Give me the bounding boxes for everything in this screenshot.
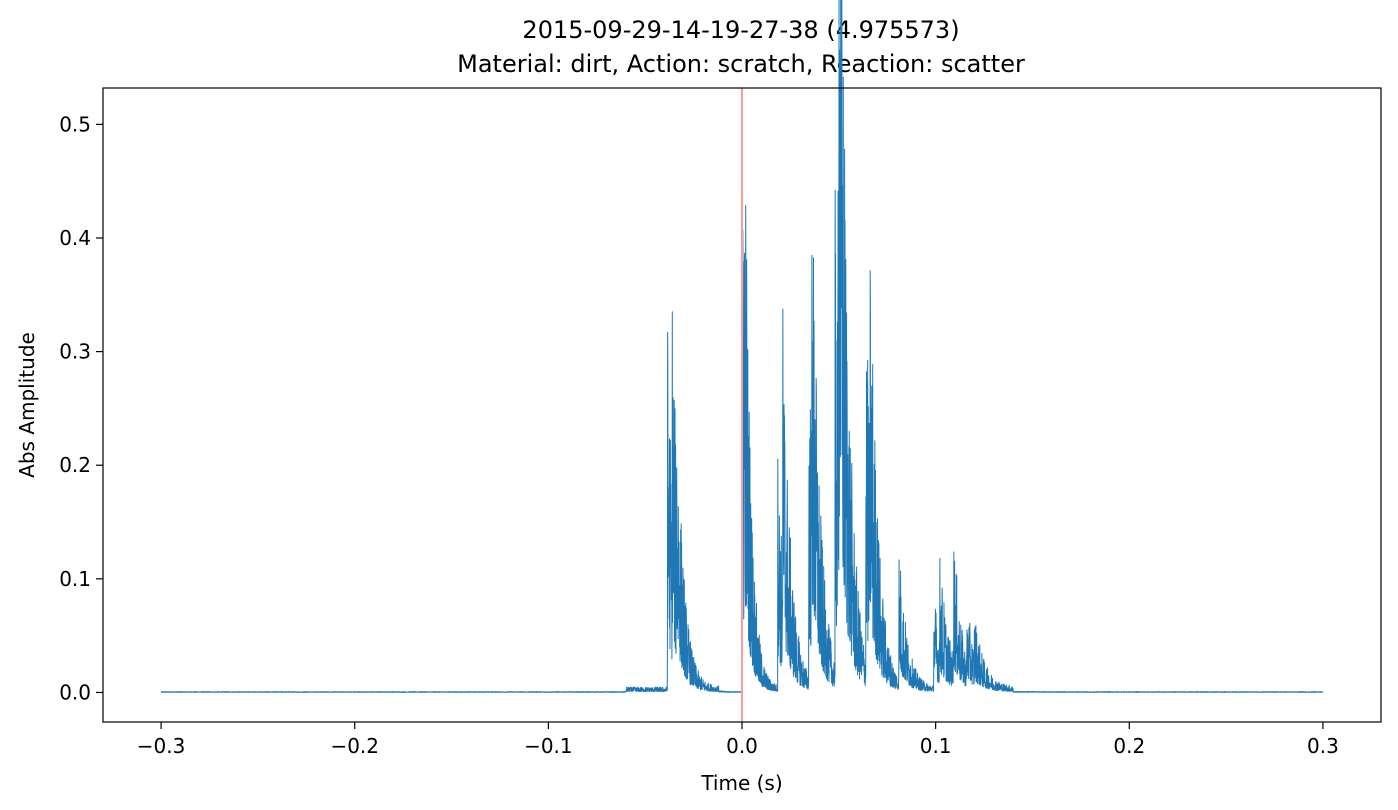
chart-subtitle: Material: dirt, Action: scratch, Reactio… <box>457 50 1025 78</box>
y-tick-label: 0.5 <box>59 112 91 136</box>
y-axis-label: Abs Amplitude <box>15 332 39 478</box>
y-tick-label: 0.2 <box>59 453 91 477</box>
x-tick-label: 0.1 <box>920 734 952 758</box>
y-tick-label: 0.0 <box>59 680 91 704</box>
plot-area <box>160 0 1324 722</box>
y-tick-label: 0.1 <box>59 567 91 591</box>
x-tick-label: −0.1 <box>524 734 573 758</box>
x-tick-label: 0.2 <box>1113 734 1145 758</box>
y-tick-label: 0.3 <box>59 340 91 364</box>
x-tick-label: 0.3 <box>1307 734 1339 758</box>
x-tick-label: −0.3 <box>137 734 186 758</box>
y-tick-label: 0.4 <box>59 226 91 250</box>
x-tick-label: 0.0 <box>726 734 758 758</box>
y-axis-ticks: 0.0 0.1 0.2 0.3 0.4 0.5 <box>59 112 103 704</box>
x-axis-ticks: −0.3 −0.2 −0.1 0.0 0.1 0.2 0.3 <box>137 722 1339 758</box>
x-axis-label: Time (s) <box>700 771 782 795</box>
chart-title: 2015-09-29-14-19-27-38 (4.975573) <box>522 16 959 44</box>
x-tick-label: −0.2 <box>330 734 379 758</box>
